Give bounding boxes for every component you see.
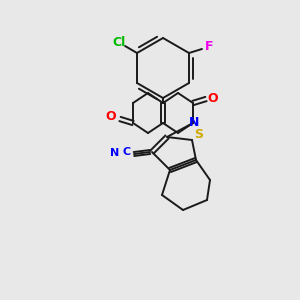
Text: O: O	[208, 92, 218, 104]
Text: N: N	[189, 116, 199, 130]
Text: O: O	[106, 110, 116, 122]
Text: F: F	[205, 40, 213, 52]
Text: N: N	[110, 148, 120, 158]
Text: Cl: Cl	[112, 35, 126, 49]
Text: S: S	[194, 128, 203, 142]
Text: C: C	[123, 147, 131, 157]
